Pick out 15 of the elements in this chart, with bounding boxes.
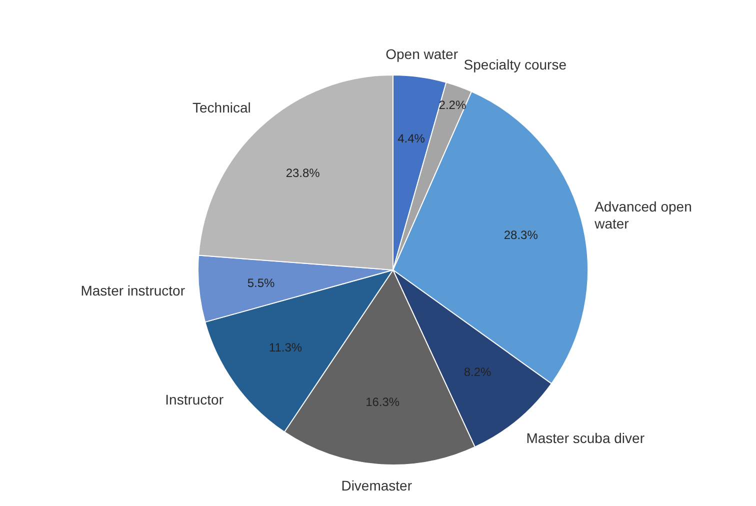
slice-label: Master instructor: [80, 282, 186, 298]
data-label: 8.2%: [464, 365, 492, 380]
data-label: 23.8%: [286, 166, 320, 180]
data-label: 5.5%: [247, 276, 276, 290]
slice-label: Divemaster: [341, 477, 412, 494]
slice-label: Technical: [192, 100, 251, 116]
slice-label: Open water: [386, 46, 458, 62]
slice-label: Specialty course: [464, 56, 567, 72]
data-label: 4.4%: [398, 132, 426, 146]
slice-label: Advanced open water: [594, 198, 692, 232]
data-label: 11.3%: [268, 340, 302, 355]
slice-label: Instructor: [165, 391, 224, 408]
slice-label: Master scuba diver: [526, 430, 645, 446]
data-label: 28.3%: [504, 228, 538, 242]
data-label: 16.3%: [366, 395, 400, 410]
